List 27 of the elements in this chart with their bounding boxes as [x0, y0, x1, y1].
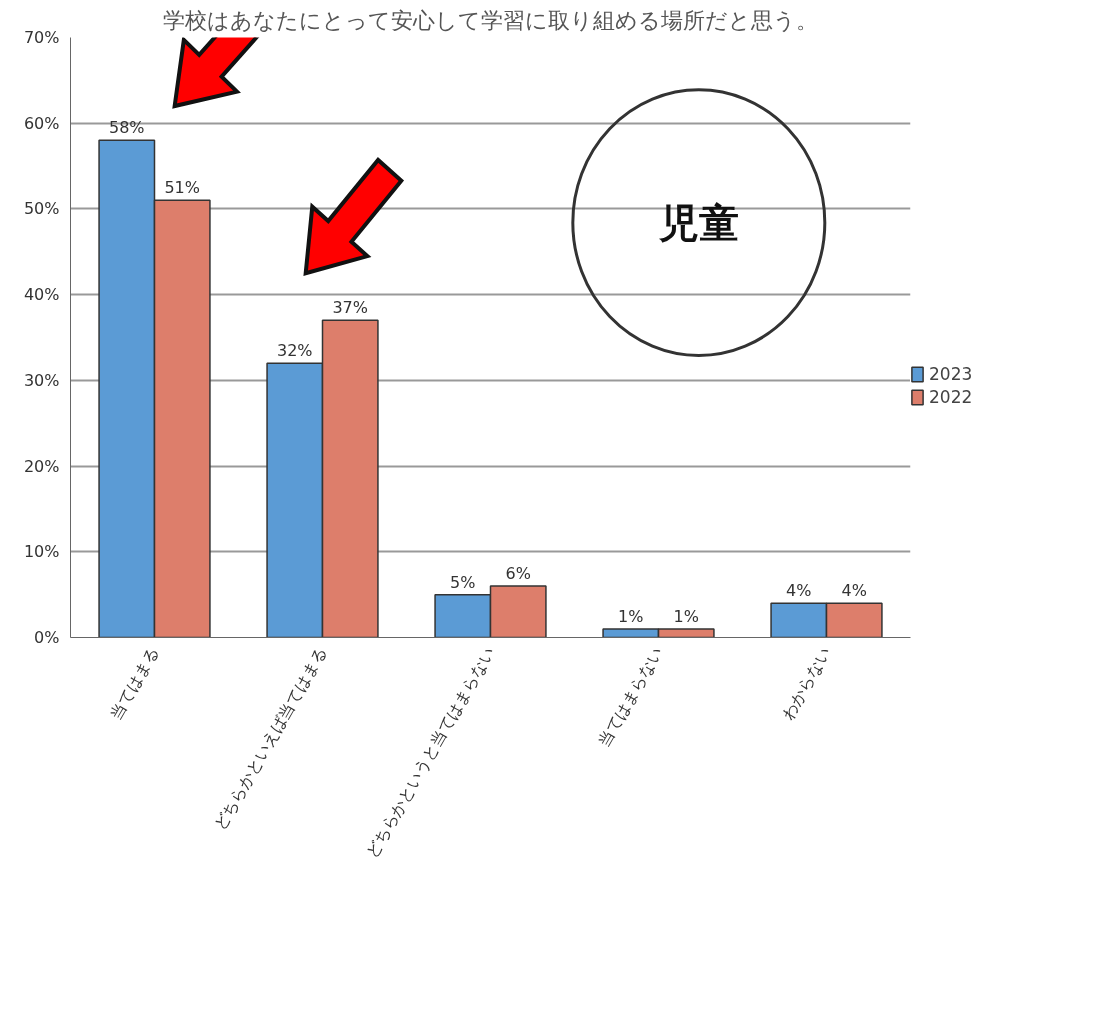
- x-tick-label: どちらかといえば当てはまる: [210, 643, 331, 834]
- x-tick-label: どちらかというと当てはまらない: [362, 643, 499, 862]
- x-tick-label: わからない: [778, 643, 835, 723]
- chart-title: 学校はあなたにとって安心して学習に取り組める場所だと思う。: [163, 7, 818, 33]
- y-tick-label: 20%: [23, 456, 60, 476]
- x-tick-label: 当てはまらない: [594, 643, 667, 751]
- x-tick-label: 当てはまる: [106, 643, 163, 723]
- y-tick-label: 40%: [23, 285, 60, 305]
- data-label: 1%: [618, 606, 644, 626]
- annotation: 児童: [657, 199, 739, 246]
- data-label: 5%: [450, 572, 476, 592]
- data-label: 32%: [277, 341, 313, 361]
- y-tick-label: 0%: [34, 628, 60, 647]
- y-tick-label: 10%: [23, 542, 60, 562]
- y-tick-label: 60%: [23, 113, 60, 133]
- data-label: 37%: [332, 298, 368, 318]
- data-label: 4%: [841, 581, 867, 601]
- data-label: 58%: [109, 118, 145, 138]
- data-label: 1%: [673, 606, 699, 626]
- data-label: 4%: [786, 581, 812, 601]
- data-label: 6%: [505, 564, 531, 584]
- y-tick-label: 70%: [23, 28, 60, 47]
- y-tick-label: 30%: [23, 370, 60, 390]
- legend-label: 2022: [929, 387, 973, 407]
- data-label: 51%: [164, 178, 200, 198]
- legend-label: 2023: [929, 364, 973, 384]
- y-tick-label: 50%: [23, 199, 60, 219]
